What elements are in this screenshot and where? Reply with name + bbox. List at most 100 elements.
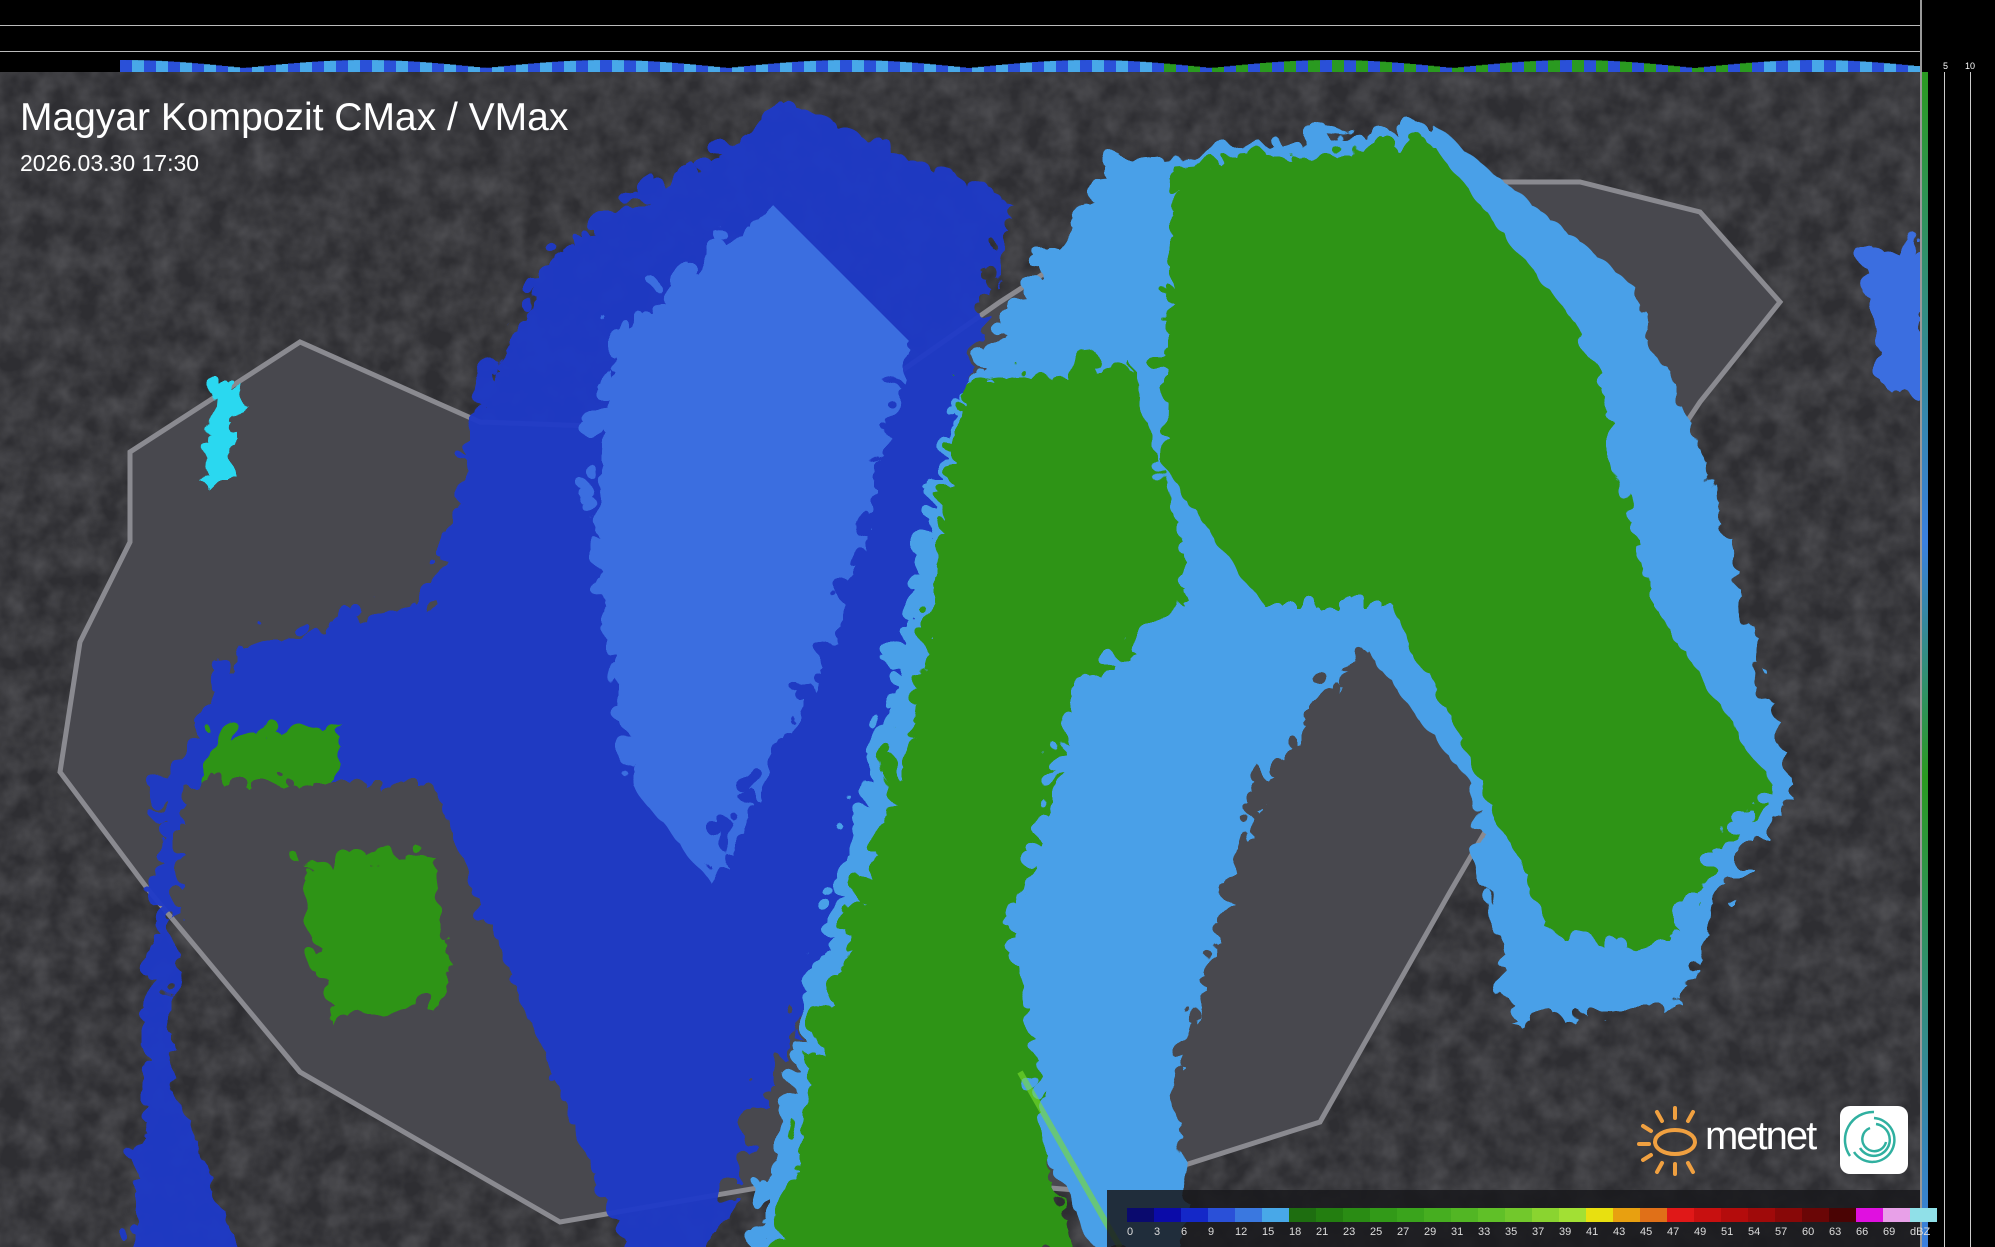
profile-echo — [1320, 60, 1326, 72]
profile-echo — [816, 60, 822, 72]
profile-strip-top — [0, 0, 1920, 72]
profile-echo — [432, 63, 438, 72]
profile-echo — [1800, 60, 1806, 72]
profile-echo — [762, 64, 768, 72]
profile-echo — [1026, 62, 1032, 72]
profile-echo — [960, 67, 966, 72]
legend-swatch — [1883, 1208, 1910, 1222]
legend-swatch — [1478, 1208, 1505, 1222]
legend-swatch — [1802, 1208, 1829, 1222]
profile-echo — [204, 64, 210, 72]
profile-echo — [978, 66, 984, 72]
radar-map[interactable] — [0, 72, 1920, 1247]
profile-echo — [714, 66, 720, 72]
profile-echo — [690, 64, 696, 72]
profile-echo — [582, 60, 588, 72]
profile-echo — [186, 62, 192, 72]
profile-echo — [162, 61, 168, 72]
profile-echo — [990, 65, 996, 72]
legend-label: 18 — [1289, 1226, 1302, 1238]
profile-echo — [1824, 60, 1830, 72]
profile-echo — [702, 65, 708, 72]
profile-echo — [1692, 67, 1698, 72]
profile-echo — [1386, 62, 1392, 72]
profile-echo — [636, 60, 642, 72]
profile-echo — [1062, 60, 1068, 72]
profile-echo — [1890, 63, 1896, 72]
profile-echo — [510, 65, 516, 72]
legend-swatch — [1721, 1208, 1748, 1222]
profile-echo — [1854, 61, 1860, 72]
profile-echo — [1200, 67, 1206, 72]
profile-echo — [198, 63, 204, 72]
legend-swatch — [1667, 1208, 1694, 1222]
profile-echo — [696, 65, 702, 72]
profile-echo — [1716, 65, 1722, 72]
profile-echo — [1116, 60, 1122, 72]
profile-echo — [1452, 67, 1458, 72]
profile-echo — [1278, 61, 1284, 72]
map-title: Magyar Kompozit CMax / VMax — [20, 96, 569, 139]
profile-echo — [1104, 60, 1110, 72]
profile-echo — [1272, 62, 1278, 72]
profile-echo — [1344, 60, 1350, 72]
profile-echo — [738, 66, 744, 72]
gridline-10 — [0, 25, 1920, 26]
gridline-5 — [0, 51, 1920, 52]
profile-echo — [1434, 66, 1440, 72]
profile-echo — [1500, 63, 1506, 72]
profile-echo — [1704, 66, 1710, 72]
profile-echo — [1596, 60, 1602, 72]
profile-echo — [1380, 61, 1386, 72]
profile-echo — [1806, 60, 1812, 72]
profile-echo — [276, 64, 282, 72]
profile-echo — [1686, 67, 1692, 72]
profile-echo — [1536, 60, 1542, 72]
legend-swatch — [1289, 1208, 1316, 1222]
profile-echo — [1362, 60, 1368, 72]
profile-echo — [630, 60, 636, 72]
logo-text: metnet — [1705, 1114, 1817, 1158]
legend-label: 54 — [1748, 1226, 1761, 1238]
profile-echo — [660, 62, 666, 72]
profile-divider — [1920, 0, 1922, 1247]
profile-echo — [1554, 60, 1560, 72]
profile-echo — [1758, 61, 1764, 72]
profile-echo — [1008, 63, 1014, 72]
profile-echo — [1614, 61, 1620, 72]
profile-echo — [126, 60, 132, 72]
profile-echo — [558, 61, 564, 72]
profile-echo — [498, 66, 504, 72]
profile-echo — [270, 65, 276, 72]
profile-echo — [552, 61, 558, 72]
top-profile-echoes — [120, 60, 1920, 72]
profile-echo — [522, 64, 528, 72]
profile-echo — [1788, 60, 1794, 72]
profile-echo — [1314, 60, 1320, 72]
profile-echo — [1524, 61, 1530, 72]
profile-echo — [1206, 67, 1212, 72]
legend-label: 3 — [1154, 1226, 1161, 1238]
profile-echo — [1734, 63, 1740, 72]
legend-label: 45 — [1640, 1226, 1653, 1238]
profile-echo — [1566, 60, 1572, 72]
profile-echo — [1770, 61, 1776, 72]
profile-echo — [588, 60, 594, 72]
profile-echo — [750, 65, 756, 72]
profile-echo — [744, 66, 750, 72]
legend-swatch — [1235, 1208, 1262, 1222]
profile-echo — [264, 65, 270, 72]
legend-swatch — [1559, 1208, 1586, 1222]
profile-echo — [342, 60, 348, 72]
swirl-logo-icon — [1840, 1106, 1908, 1174]
profile-echo — [774, 63, 780, 72]
profile-echo — [822, 60, 828, 72]
profile-echo — [492, 67, 498, 72]
legend-label: 21 — [1316, 1226, 1329, 1238]
profile-echo — [936, 64, 942, 72]
profile-echo — [1902, 64, 1908, 72]
profile-echo — [1746, 62, 1752, 72]
profile-echo — [594, 60, 600, 72]
profile-echo — [1212, 67, 1218, 72]
legend-swatch — [1505, 1208, 1532, 1222]
